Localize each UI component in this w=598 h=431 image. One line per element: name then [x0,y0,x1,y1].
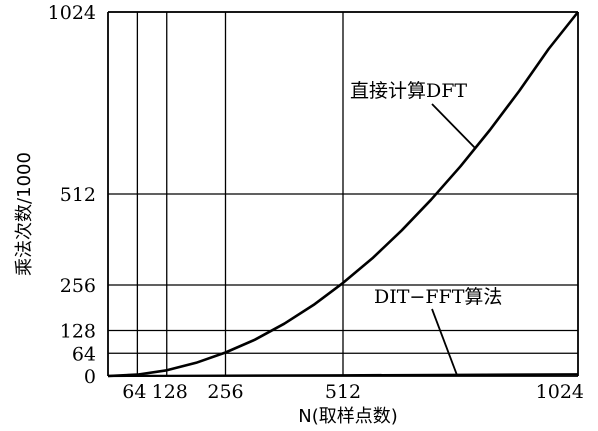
annotation-leader-line [431,308,458,376]
axes [107,11,579,377]
grid [108,11,578,376]
y-tick-label: 0 [84,366,96,388]
series-line-direct-dft [107,11,580,378]
y-tick-label: 512 [60,184,96,206]
x-tick-label: 1024 [536,381,584,403]
x-axis-label: N(取样点数) [298,406,398,427]
y-axis-label: 乘法次数/1000 [14,152,35,276]
y-tick-label: 1024 [48,2,96,24]
y-tick-label: 256 [60,275,96,297]
y-tick-label: 64 [72,343,96,365]
x-tick-label: 128 [152,381,188,403]
y-tick-label: 128 [60,321,96,343]
annotations: 直接计算DFT DIT−FFT算法 [350,80,502,376]
series-annotation-label: 直接计算DFT [350,80,467,102]
annotation-leader-line [431,103,476,149]
x-tick-label: 256 [207,381,243,403]
x-tick-label: 64 [122,381,146,403]
series-annotation-label: DIT−FFT算法 [374,286,502,308]
x-tick-label: 512 [325,381,361,403]
